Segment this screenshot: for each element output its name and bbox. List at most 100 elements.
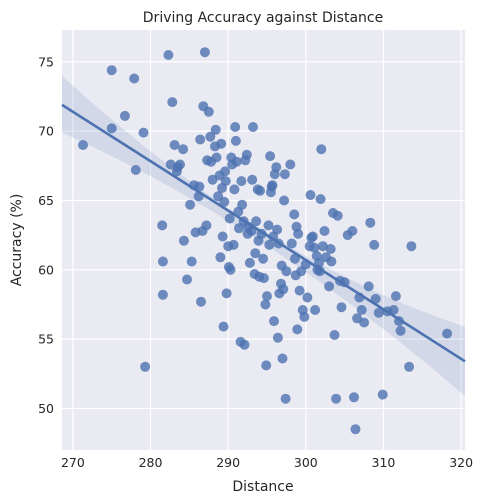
data-point (388, 305, 399, 315)
data-point (390, 291, 401, 302)
data-point (230, 135, 241, 146)
data-point (220, 176, 231, 187)
data-point (241, 149, 252, 160)
y-axis-label: Accuracy (%) (9, 194, 25, 287)
data-point (167, 97, 178, 108)
chart-title: Driving Accuracy against Distance (143, 10, 383, 26)
data-point (315, 194, 326, 205)
data-point (216, 138, 227, 149)
data-point (250, 248, 261, 259)
data-point (299, 311, 310, 322)
data-point (239, 339, 250, 350)
data-point (201, 220, 212, 231)
data-point (230, 122, 241, 132)
x-tick-label: 270 (61, 455, 85, 470)
data-point (218, 321, 229, 332)
data-point (329, 330, 340, 340)
data-point (163, 50, 174, 60)
data-point (265, 151, 276, 162)
y-tick-label: 50 (38, 401, 54, 416)
data-point (271, 162, 282, 173)
data-point (373, 307, 384, 318)
data-point (347, 226, 358, 236)
data-point (261, 360, 272, 371)
data-point (326, 256, 337, 267)
data-point (247, 174, 258, 185)
data-point (255, 185, 265, 196)
data-point (269, 316, 279, 327)
data-point (228, 239, 239, 250)
data-point (279, 195, 290, 206)
data-point (169, 140, 180, 150)
data-point (185, 199, 196, 210)
data-point (336, 302, 347, 313)
y-tick-label: 75 (38, 54, 54, 69)
data-point (280, 393, 291, 404)
data-point (263, 220, 274, 231)
data-point (316, 144, 327, 155)
data-point (203, 106, 214, 117)
data-point (231, 156, 242, 167)
y-tick-label: 65 (38, 193, 54, 208)
data-point (302, 292, 313, 303)
data-point (78, 140, 88, 150)
data-point (175, 159, 185, 170)
data-point (277, 353, 288, 364)
data-point (262, 291, 272, 302)
data-point (369, 239, 380, 250)
data-point (106, 65, 117, 76)
data-point (279, 169, 290, 180)
data-point (319, 226, 330, 236)
data-point (267, 180, 278, 191)
y-tick-label: 55 (38, 332, 54, 347)
data-point (217, 231, 228, 242)
data-point (377, 389, 388, 400)
data-point (157, 289, 168, 300)
data-point (138, 127, 149, 138)
y-tick-label: 70 (38, 124, 54, 139)
data-point (229, 184, 240, 195)
data-point (310, 305, 321, 315)
data-point (178, 235, 189, 246)
data-point (219, 196, 230, 207)
regression-line (61, 103, 466, 363)
data-point (272, 224, 283, 235)
data-point (305, 190, 316, 200)
data-point (285, 159, 296, 170)
data-point (221, 288, 232, 299)
data-point (258, 273, 269, 284)
data-point (129, 73, 140, 84)
data-point (286, 238, 297, 249)
data-point (356, 305, 367, 315)
data-point (224, 213, 235, 224)
data-point (225, 264, 236, 275)
data-point (194, 181, 205, 192)
data-point (365, 217, 376, 228)
data-point (332, 210, 343, 221)
data-point (331, 393, 342, 404)
data-point (251, 216, 262, 227)
data-point (404, 361, 415, 372)
data-point (215, 252, 226, 263)
x-tick-label: 280 (139, 455, 163, 470)
data-point (349, 392, 359, 403)
data-point (289, 209, 300, 220)
data-point (237, 199, 248, 210)
data-point (196, 296, 206, 307)
data-point (293, 228, 304, 239)
data-point (199, 47, 210, 58)
x-tick-labels: 270 280 290 300 310 320 (61, 455, 473, 470)
data-point (178, 144, 189, 155)
data-point (324, 281, 335, 292)
data-point (211, 152, 222, 163)
data-point (130, 165, 141, 175)
data-point (195, 134, 206, 145)
data-point (210, 124, 221, 135)
data-point (236, 176, 247, 187)
data-point (244, 257, 255, 268)
data-point (350, 424, 361, 435)
y-tick-label: 60 (38, 262, 54, 277)
grid-lines (62, 30, 465, 450)
data-point (157, 220, 168, 231)
